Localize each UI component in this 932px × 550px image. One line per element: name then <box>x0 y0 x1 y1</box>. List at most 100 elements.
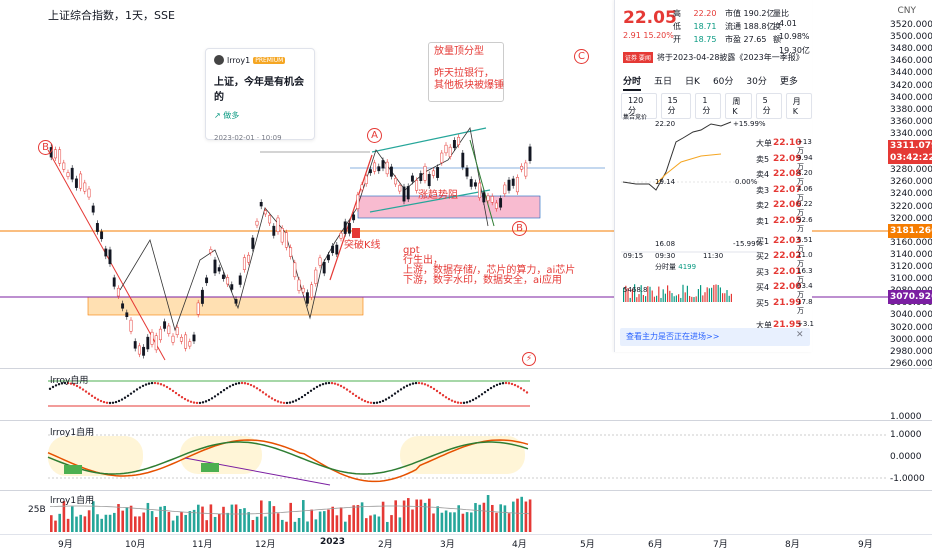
quote-subtabs[interactable]: 120分 15分 1分 周K 5分 月K <box>621 93 813 119</box>
time-axis[interactable]: 9月 10月 11月 12月 2023 2月 3月 4月 5月 6月 7月 8月 9月 <box>0 534 932 550</box>
annotation-top-pattern: 放量顶分型 <box>434 46 484 57</box>
indicator-dot <box>108 401 112 405</box>
quote-tab[interactable]: 更多 <box>779 77 798 87</box>
pane-separator[interactable] <box>0 420 932 421</box>
annotation-callout[interactable] <box>428 42 504 102</box>
quote-subtab[interactable]: 1分 <box>695 93 722 119</box>
candle-body <box>87 188 91 198</box>
candle-body <box>95 223 99 232</box>
volume-bar <box>50 515 53 532</box>
indicator-dot <box>276 400 280 403</box>
idea-author[interactable]: lrroy1 PREMIUM <box>214 55 306 65</box>
circle-label-c[interactable]: C <box>574 49 589 64</box>
candle-body <box>167 325 171 334</box>
orderbook-label: 买4 <box>756 283 770 293</box>
pane-separator[interactable] <box>0 490 932 491</box>
candle-body <box>230 284 234 290</box>
quote-subtab[interactable]: 15分 <box>660 93 692 119</box>
quote-subtab[interactable]: 周K <box>725 93 752 119</box>
indicator-dot <box>339 384 343 388</box>
intraday-volume-bar <box>667 285 669 302</box>
intraday-volume-bar <box>689 295 691 302</box>
idea-card[interactable]: lrroy1 PREMIUM 上证，今年是有机会的 ↗ 做多 2023-02-0… <box>205 48 315 142</box>
quote-panel[interactable]: 22.05 2.91 15.20% 高 22.20 低 18.71 开 18.7… <box>614 0 813 352</box>
volume-bar <box>516 498 519 532</box>
pane-separator[interactable] <box>0 368 932 369</box>
symbol-title[interactable]: 上证综合指数，1天，SSE <box>48 9 175 22</box>
candle-body <box>347 222 351 234</box>
orderbook-row[interactable]: 卖2 22.06 0.22万 <box>756 200 813 217</box>
quote-subtab[interactable]: 5分 <box>755 93 782 119</box>
price-chart-canvas[interactable] <box>0 0 888 534</box>
orderbook-row[interactable]: 买5 21.99 17.8万 <box>756 298 813 315</box>
indicator-dot <box>333 382 337 385</box>
orderbook-row[interactable]: 买4 22.00 63.4万 <box>756 282 813 299</box>
indicator-dot <box>183 397 187 401</box>
orderbook-row[interactable]: 卖5 22.09 9.94万 <box>756 154 813 171</box>
volume-bar <box>171 520 175 532</box>
indicator-dot <box>99 399 103 403</box>
price-tick-label: 3400.0000 <box>890 92 932 103</box>
pane1-name[interactable]: lrroy自用 <box>50 376 89 386</box>
volume-bar <box>285 521 288 532</box>
quote-tab[interactable]: 30分 <box>746 77 767 87</box>
orderbook-row[interactable]: 买3 22.01 16.3万 <box>756 267 813 284</box>
circle-label-left[interactable]: B <box>38 140 53 155</box>
volume-bar <box>146 502 150 532</box>
volume-bar <box>255 516 259 532</box>
candle-body <box>431 170 435 176</box>
indicator-dot <box>54 384 58 387</box>
candle-body <box>482 192 486 203</box>
lightning-icon[interactable]: ⚡ <box>522 352 536 366</box>
candle-body <box>415 180 419 191</box>
quote-subtab[interactable]: 月K <box>785 93 813 119</box>
indicator-dot <box>120 398 124 401</box>
candle-body <box>360 184 364 191</box>
trendline-channel-top <box>371 127 487 153</box>
indicator-dot <box>207 398 211 402</box>
orderbook-row[interactable]: 卖1 22.05 92.6万 <box>756 216 813 233</box>
quote-turnover: 换 10.98% <box>773 22 810 41</box>
close-icon[interactable]: ✕ <box>796 330 804 340</box>
candle-body <box>150 331 154 345</box>
intraday-volume-bar <box>730 293 732 302</box>
quote-tab[interactable]: 分时 <box>623 74 642 91</box>
orderbook-volume: 92.6万 <box>797 216 813 233</box>
candle-body <box>452 140 456 149</box>
price-axis[interactable]: 3520.0000 3500.00003480.00003460.00003440… <box>888 0 932 534</box>
price-tick-label: 3520.0000 <box>890 20 932 30</box>
circle-label-b[interactable]: B <box>512 221 527 236</box>
circle-label-a[interactable]: A <box>367 128 382 143</box>
indicator-dot <box>78 386 82 389</box>
quote-low: 低 18.71 <box>673 22 717 31</box>
quote-tab[interactable]: 日K <box>685 77 700 87</box>
premium-badge: PREMIUM <box>253 56 286 64</box>
orderbook-row[interactable]: 买2 22.02 11.0万 <box>756 251 813 268</box>
indicator-dot <box>201 401 205 404</box>
quote-subtab[interactable]: 120分 <box>621 93 657 119</box>
volume-bar <box>192 509 196 532</box>
orderbook-row[interactable]: 卖4 22.08 4.20万 <box>756 169 813 186</box>
indicator-dot <box>198 401 202 405</box>
quote-tab[interactable]: 五日 <box>654 77 673 87</box>
orderbook-price: 22.00 <box>773 282 802 293</box>
orderbook-row[interactable]: 买1 22.03 5.51万 <box>756 236 813 253</box>
main-force-button[interactable]: 查看主力是否正在进场>> <box>620 328 810 346</box>
pane3-name[interactable]: lrroy1自用 <box>50 496 95 506</box>
quote-news[interactable]: 证券 要闻 将于2023-04-28披露《2023年一季报》 <box>623 52 809 63</box>
time-tick-label: 3月 <box>440 540 455 550</box>
candle-body <box>402 186 406 202</box>
quote-tabs[interactable]: 分时 五日 日K 60分 30分 更多 <box>623 74 798 91</box>
intraday-chart[interactable] <box>621 112 759 312</box>
down-arrow <box>469 139 495 227</box>
orderbook-row[interactable]: 大单 22.10 +13万 <box>756 138 812 155</box>
indicator-dot <box>237 382 241 385</box>
quote-tab[interactable]: 60分 <box>712 77 734 87</box>
orderbook-row[interactable]: 卖3 22.07 4.06万 <box>756 185 813 202</box>
pane2-name[interactable]: lrroy1自用 <box>50 428 95 438</box>
quote-pe: 市盈 27.65 <box>725 35 767 44</box>
volume-bar <box>125 507 129 532</box>
avatar <box>214 55 224 65</box>
volume-bar <box>323 511 326 532</box>
